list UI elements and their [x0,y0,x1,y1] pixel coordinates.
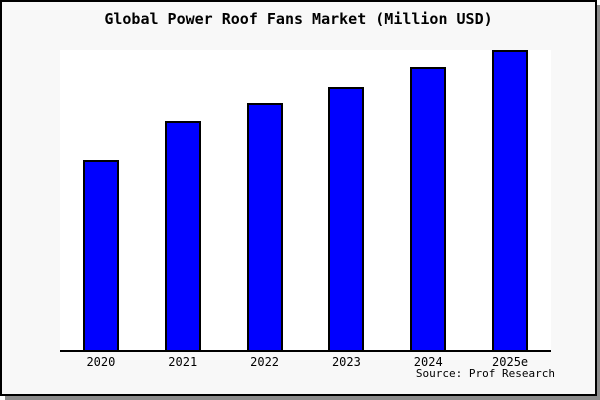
bar-2021 [164,121,201,350]
bar-2024 [410,67,447,350]
bar-2022 [246,103,283,350]
x-tick-label-2021: 2021 [168,355,198,369]
bar-2025e [492,50,529,350]
x-tick-label-2025e: 2025e [492,355,529,369]
plot-area [60,50,551,352]
x-tick-label-2020: 2020 [86,355,116,369]
x-tick-label-2023: 2023 [331,355,361,369]
source-credit: Source: Prof Research [415,367,555,380]
x-tick-label-2022: 2022 [250,355,280,369]
x-tick-label-2024: 2024 [413,355,443,369]
bar-2020 [82,160,119,350]
chart-title: Global Power Roof Fans Market (Million U… [104,10,493,28]
bar-2023 [328,87,365,350]
